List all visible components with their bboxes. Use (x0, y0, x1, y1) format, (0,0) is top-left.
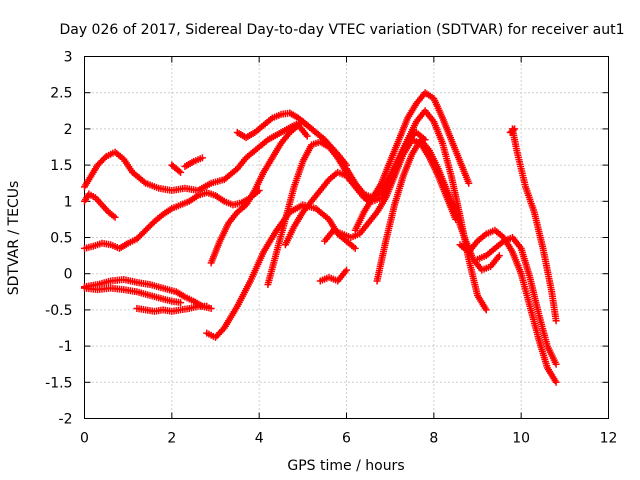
series-s17 (373, 136, 503, 285)
y-tick-label: 0.5 (50, 231, 72, 247)
series-s8 (181, 154, 206, 171)
series-s9 (203, 201, 359, 341)
data-point (552, 317, 560, 325)
data-marks (81, 89, 560, 386)
data-point (552, 360, 560, 368)
y-axis-label: SDTVAR / TECUs (6, 181, 22, 296)
data-point (465, 179, 473, 187)
data-point (509, 126, 517, 134)
series-s3 (81, 186, 263, 252)
series-s7 (168, 161, 185, 176)
y-tick-label: 2.5 (50, 86, 72, 102)
y-tick-label: 1 (64, 194, 73, 210)
series-s16 (351, 89, 473, 234)
x-tick-label: 12 (600, 431, 618, 447)
data-point (495, 252, 503, 260)
x-tick-label: 2 (167, 431, 176, 447)
x-axis-label: GPS time / hours (287, 458, 404, 474)
data-point (552, 378, 560, 386)
y-tick-label: -0.5 (45, 303, 72, 319)
y-tick-label: 1.5 (50, 158, 72, 174)
data-point (207, 304, 215, 312)
series-s5 (81, 284, 185, 307)
y-tick-label: 3 (64, 50, 73, 66)
series-s12 (264, 129, 429, 289)
tick-labels: 0 2 4 6 8 10 12 -2 -1.5 -1 -0.5 0 0.5 1 1.5 2 2.5 3 (45, 50, 617, 447)
y-tick-label: -1 (59, 339, 73, 355)
axis-ticks (84, 56, 609, 419)
data-point (303, 132, 311, 140)
data-point (111, 213, 119, 221)
data-point (343, 266, 350, 274)
series-s19 (474, 234, 560, 368)
y-tick-label: -1.5 (45, 375, 72, 391)
plot-frame (84, 56, 609, 419)
data-point (482, 306, 490, 314)
data-point (511, 125, 519, 133)
x-tick-label: 6 (342, 431, 351, 447)
series-s10 (207, 121, 311, 267)
x-tick-label: 4 (255, 431, 264, 447)
data-point (177, 299, 185, 307)
data-point (175, 167, 183, 175)
x-tick-label: 0 (80, 431, 89, 447)
x-tick-label: 8 (429, 431, 438, 447)
chart-title: Day 026 of 2017, Sidereal Day-to-day VTE… (59, 22, 624, 38)
data-point (101, 154, 109, 162)
y-tick-label: 0 (64, 267, 73, 283)
y-tick-label: 2 (64, 122, 73, 138)
x-tick-label: 10 (512, 431, 530, 447)
data-point (203, 302, 211, 310)
y-tick-label: -2 (59, 412, 73, 428)
data-point (177, 168, 185, 176)
series-s21 (506, 125, 519, 137)
series-s14 (321, 136, 460, 245)
series-s2 (81, 190, 119, 221)
series-s6 (133, 302, 211, 315)
series-s15 (316, 266, 350, 285)
data-point (198, 154, 206, 162)
data-point (351, 244, 359, 252)
series-s18 (456, 226, 560, 386)
